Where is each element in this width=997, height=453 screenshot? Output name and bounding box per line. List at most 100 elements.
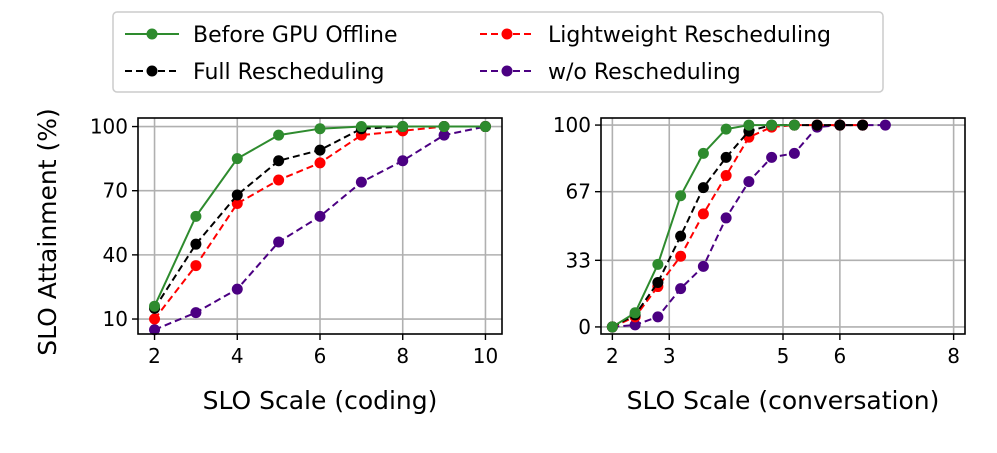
x-tick-label: 5 bbox=[777, 344, 790, 368]
y-tick-label: 67 bbox=[566, 180, 591, 204]
data-point bbox=[857, 119, 869, 131]
legend: Before GPU Offline Full Rescheduling Light… bbox=[112, 11, 884, 93]
legend-entry: Full Rescheduling bbox=[125, 60, 385, 85]
data-point bbox=[743, 176, 755, 188]
data-point bbox=[314, 157, 326, 169]
x-axis-label: SLO Scale (conversation) bbox=[627, 386, 940, 415]
data-point bbox=[231, 153, 243, 165]
data-point bbox=[149, 313, 161, 325]
data-point bbox=[879, 119, 891, 131]
data-point bbox=[811, 119, 823, 131]
series-before-gpu-offline bbox=[606, 119, 800, 333]
data-point bbox=[149, 324, 161, 336]
legend-entry: w/o Rescheduling bbox=[480, 60, 741, 85]
data-point bbox=[720, 212, 732, 224]
legend-label: Full Rescheduling bbox=[193, 60, 385, 85]
data-point bbox=[149, 300, 161, 312]
data-point bbox=[697, 260, 709, 272]
data-point bbox=[231, 283, 243, 295]
series-lightweight-rescheduling bbox=[606, 119, 869, 333]
data-point bbox=[438, 129, 450, 141]
data-point bbox=[652, 258, 664, 270]
legend-marker bbox=[146, 28, 158, 40]
series-full-rescheduling bbox=[606, 119, 869, 333]
y-tick-label: 70 bbox=[103, 179, 128, 203]
x-tick-label: 6 bbox=[834, 344, 847, 368]
data-point bbox=[273, 236, 285, 248]
data-point bbox=[273, 174, 285, 186]
y-tick-label: 33 bbox=[566, 248, 591, 272]
data-point bbox=[355, 176, 367, 188]
data-point bbox=[273, 129, 285, 141]
x-tick-label: 2 bbox=[606, 344, 619, 368]
data-point bbox=[766, 119, 778, 131]
data-point bbox=[231, 189, 243, 201]
x-axis-label: SLO Scale (coding) bbox=[203, 386, 438, 415]
legend-entry: Lightweight Rescheduling bbox=[480, 23, 831, 48]
x-tick-label: 2 bbox=[148, 344, 161, 368]
data-point bbox=[397, 155, 409, 167]
data-point bbox=[652, 277, 664, 289]
legend-marker bbox=[146, 65, 158, 77]
data-point bbox=[720, 151, 732, 163]
x-tick-label: 3 bbox=[663, 344, 676, 368]
data-point bbox=[766, 151, 778, 163]
y-axis-label: SLO Attainment (%) bbox=[33, 108, 62, 356]
x-tick-label: 8 bbox=[947, 344, 960, 368]
x-tick-label: 6 bbox=[314, 344, 327, 368]
y-tick-label: 0 bbox=[578, 315, 591, 339]
data-point bbox=[720, 123, 732, 135]
data-point bbox=[314, 144, 326, 156]
x-tick-label: 8 bbox=[396, 344, 409, 368]
series-before-gpu-offline bbox=[149, 121, 491, 312]
data-point bbox=[675, 283, 687, 295]
data-point bbox=[438, 121, 450, 133]
y-tick-label: 100 bbox=[553, 113, 591, 137]
series-line bbox=[612, 124, 886, 328]
data-point bbox=[479, 121, 491, 133]
data-point bbox=[697, 147, 709, 159]
data-point bbox=[675, 250, 687, 262]
data-point bbox=[743, 119, 755, 131]
data-point bbox=[606, 321, 618, 333]
legend-entry: Before GPU Offline bbox=[125, 23, 398, 48]
legend-label: Before GPU Offline bbox=[193, 23, 398, 48]
data-point bbox=[629, 307, 641, 319]
legend-frame bbox=[112, 11, 884, 93]
legend-marker bbox=[501, 28, 513, 40]
data-point bbox=[675, 190, 687, 202]
data-point bbox=[190, 210, 202, 222]
data-point bbox=[697, 208, 709, 220]
data-point bbox=[397, 121, 409, 133]
legend-label: w/o Rescheduling bbox=[548, 60, 741, 85]
chart-coding: 2 4 6 8 10 10 40 70 100 SLO Scale (coding) bbox=[90, 115, 503, 415]
series-w-o-rescheduling bbox=[606, 119, 891, 333]
legend-label: Lightweight Rescheduling bbox=[548, 23, 831, 48]
y-tick-label: 100 bbox=[90, 115, 128, 139]
y-tick-label: 10 bbox=[103, 307, 128, 331]
x-tick-label: 4 bbox=[231, 344, 244, 368]
legend-marker bbox=[501, 65, 513, 77]
data-point bbox=[314, 123, 326, 135]
y-tick-label: 40 bbox=[103, 243, 128, 267]
data-point bbox=[697, 182, 709, 194]
data-point bbox=[788, 119, 800, 131]
data-point bbox=[190, 238, 202, 250]
data-point bbox=[834, 119, 846, 131]
data-point bbox=[190, 260, 202, 272]
data-point bbox=[652, 311, 664, 323]
data-point bbox=[720, 170, 732, 182]
data-point bbox=[629, 319, 641, 331]
series-line bbox=[611, 124, 863, 328]
data-point bbox=[355, 121, 367, 133]
data-point bbox=[190, 307, 202, 319]
data-point bbox=[314, 210, 326, 222]
data-point bbox=[788, 147, 800, 159]
data-point bbox=[273, 155, 285, 167]
chart-conversation: 2 3 5 6 8 0 33 67 100 SLO Scale (conversation) bbox=[553, 113, 966, 415]
data-point bbox=[231, 198, 243, 210]
series-line bbox=[611, 124, 863, 328]
data-point bbox=[675, 230, 687, 242]
x-tick-label: 10 bbox=[473, 344, 498, 368]
